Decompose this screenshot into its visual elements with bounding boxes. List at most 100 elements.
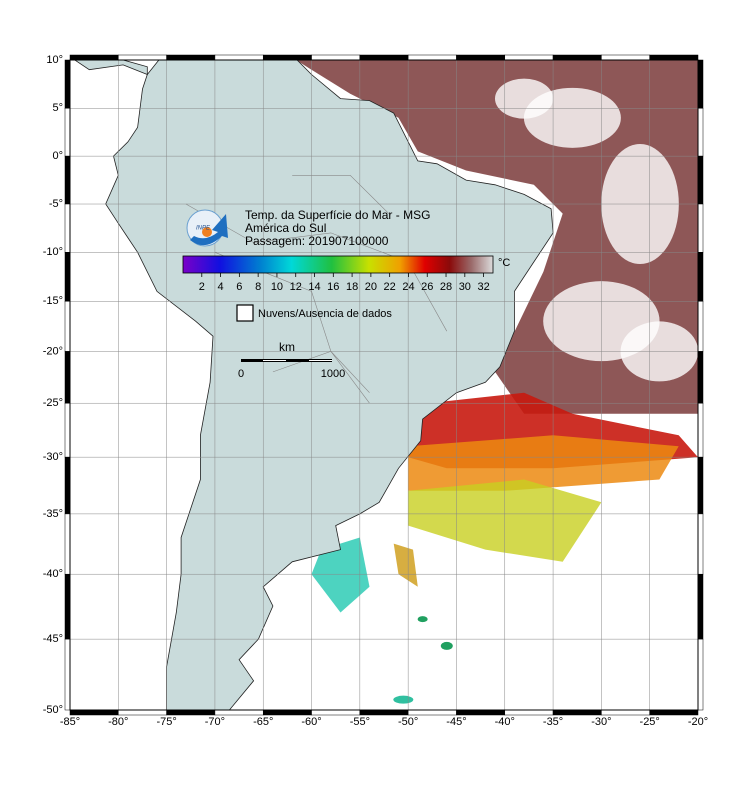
lat-tick-label: -5° bbox=[49, 198, 63, 210]
frame-segment bbox=[504, 709, 554, 716]
lat-tick-label: 0° bbox=[52, 150, 63, 162]
frame-segment bbox=[407, 709, 457, 716]
border-line bbox=[185, 203, 448, 332]
frame-segment bbox=[64, 513, 71, 575]
sst-field bbox=[393, 543, 418, 587]
lon-tick-label: -30° bbox=[591, 716, 611, 728]
lat-tick-label: -15° bbox=[43, 295, 63, 307]
sst-field bbox=[417, 616, 428, 623]
lat-tick-label: -25° bbox=[43, 397, 63, 409]
legend: INPE Temp. da Superfície do Mar - MSG Am… bbox=[182, 208, 510, 380]
colorbar-tick-label: 32 bbox=[477, 281, 489, 293]
colorbar-tick-label: 22 bbox=[384, 281, 396, 293]
sst-field bbox=[440, 641, 453, 650]
continent bbox=[74, 60, 148, 76]
frame-segment bbox=[64, 573, 71, 640]
lat-tick-label: -30° bbox=[43, 451, 63, 463]
lat-tick-label: -40° bbox=[43, 568, 63, 580]
scale-bar bbox=[263, 360, 286, 361]
lon-tick-label: -50° bbox=[398, 716, 418, 728]
title-line: América do Sul bbox=[245, 221, 326, 235]
sst-field bbox=[311, 537, 370, 613]
frame-segment bbox=[262, 54, 312, 61]
colorbar-tick-label: 28 bbox=[440, 281, 452, 293]
frame-segment bbox=[64, 638, 71, 711]
frame-segment bbox=[214, 709, 264, 716]
colorbar-tick-label: 4 bbox=[218, 281, 224, 293]
scale-label: 0 bbox=[238, 368, 244, 380]
frame-segment bbox=[69, 709, 119, 716]
frame-segment bbox=[64, 351, 71, 404]
frame-segment bbox=[64, 252, 71, 302]
colorbar-tick-label: 26 bbox=[421, 281, 433, 293]
colorbar-tick-label: 24 bbox=[402, 281, 414, 293]
frame-segment bbox=[64, 108, 71, 157]
colorbar-tick-label: 8 bbox=[255, 281, 261, 293]
scale-bar bbox=[309, 360, 332, 361]
frame-segment bbox=[311, 54, 361, 61]
scale-unit: km bbox=[279, 340, 295, 354]
frame-segment bbox=[649, 709, 699, 716]
lat-tick-label: -20° bbox=[43, 345, 63, 357]
frame-segment bbox=[311, 709, 361, 716]
cloud-swatch bbox=[236, 304, 254, 322]
frame-segment bbox=[697, 638, 704, 711]
lon-tick-label: -65° bbox=[253, 716, 273, 728]
cloud-label: Nuvens/Ausencia de dados bbox=[258, 308, 392, 320]
lon-tick-label: -55° bbox=[350, 716, 370, 728]
frame-segment bbox=[552, 54, 602, 61]
lon-tick-label: -25° bbox=[640, 716, 660, 728]
frame-segment bbox=[697, 351, 704, 404]
colorbar-tick-label: 16 bbox=[327, 281, 339, 293]
lat-tick-label: -35° bbox=[43, 508, 63, 520]
frame-segment bbox=[407, 54, 457, 61]
frame-segment bbox=[649, 54, 699, 61]
frame-segment bbox=[359, 709, 409, 716]
lon-tick-label: -70° bbox=[205, 716, 225, 728]
frame-segment bbox=[64, 456, 71, 515]
frame-segment bbox=[214, 54, 264, 61]
sst-field bbox=[393, 695, 414, 704]
lat-tick-label: -45° bbox=[43, 633, 63, 645]
frame-segment bbox=[697, 252, 704, 302]
logo-sun bbox=[202, 227, 212, 237]
frame-segment bbox=[64, 203, 71, 253]
colorbar-tick-label: 12 bbox=[290, 281, 302, 293]
frame-segment bbox=[262, 709, 312, 716]
frame-segment bbox=[697, 456, 704, 515]
lon-tick-label: -35° bbox=[543, 716, 563, 728]
lon-tick-label: -75° bbox=[156, 716, 176, 728]
scale-bar bbox=[241, 359, 332, 362]
frame-segment bbox=[456, 709, 506, 716]
frame-segment bbox=[118, 709, 167, 716]
frame-segment bbox=[166, 54, 216, 61]
frame-segment bbox=[697, 513, 704, 575]
lat-tick-label: -50° bbox=[43, 704, 63, 716]
frame-segment bbox=[601, 54, 650, 61]
frame-segment bbox=[64, 301, 71, 352]
frame-segment bbox=[601, 709, 650, 716]
frame-segment bbox=[359, 54, 409, 61]
frame-segment bbox=[697, 59, 704, 109]
frame-segment bbox=[69, 54, 119, 61]
frame-segment bbox=[456, 54, 506, 61]
map-area bbox=[70, 60, 698, 710]
lon-tick-label: -40° bbox=[495, 716, 515, 728]
colorbar-tick-label: 6 bbox=[236, 281, 242, 293]
lon-tick-label: -60° bbox=[301, 716, 321, 728]
logo-arrow bbox=[190, 214, 228, 246]
lon-tick-label: -45° bbox=[446, 716, 466, 728]
colorbar-tick-label: 20 bbox=[365, 281, 377, 293]
title-line: Temp. da Superfície do Mar - MSG bbox=[245, 208, 430, 222]
lon-tick-label: -80° bbox=[108, 716, 128, 728]
lat-tick-label: -10° bbox=[43, 246, 63, 258]
colorbar-unit: °C bbox=[498, 257, 510, 269]
frame-segment bbox=[64, 402, 71, 458]
lat-tick-label: 10° bbox=[46, 54, 63, 66]
frame-segment bbox=[64, 59, 71, 109]
colorbar-tick-label: 10 bbox=[271, 281, 283, 293]
sst-field bbox=[408, 435, 679, 491]
logo-text: INPE bbox=[196, 226, 211, 232]
frame-segment bbox=[504, 54, 554, 61]
